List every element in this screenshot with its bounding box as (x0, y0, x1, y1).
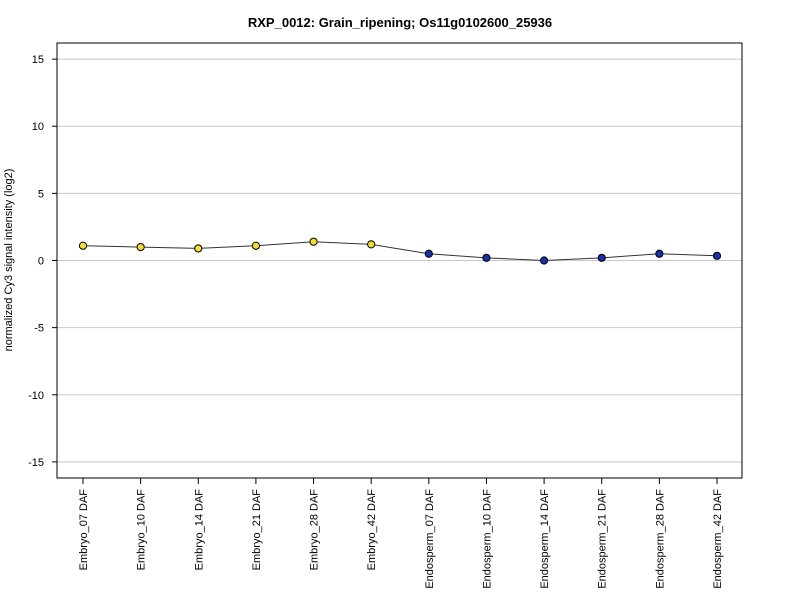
x-tick-label: Embryo_28 DAF (309, 489, 321, 571)
x-tick-label: Embryo_14 DAF (193, 489, 205, 571)
x-tick-label: Embryo_07 DAF (78, 489, 90, 571)
y-axis-label: normalized Cy3 signal intensity (log2) (3, 169, 15, 352)
data-point (251, 241, 261, 250)
data-point (424, 249, 433, 258)
data-point (78, 241, 88, 250)
x-tick-label: Endosperm_28 DAF (654, 489, 666, 589)
data-point (367, 240, 376, 249)
data-point (539, 256, 549, 265)
y-tick-label: -5 (34, 323, 44, 335)
data-point (194, 244, 203, 253)
data-point (597, 253, 606, 262)
y-tick-label: 0 (38, 256, 44, 268)
y-tick-label: 10 (32, 121, 44, 133)
data-point (309, 237, 318, 246)
plot-frame (56, 42, 743, 479)
chart-title: RXP_0012: Grain_ripening; Os11g0102600_2… (248, 15, 552, 30)
line-layer (82, 241, 718, 262)
x-tick-label: Endosperm_42 DAF (712, 489, 724, 589)
x-tick-label: Endosperm_21 DAF (597, 489, 609, 589)
data-point (655, 249, 664, 258)
x-axis: Embryo_07 DAF Embryo_10 DAF Embryo_14 DAF E… (78, 478, 724, 589)
x-tick-label: Embryo_21 DAF (251, 489, 263, 571)
x-tick-label: Embryo_10 DAF (136, 489, 148, 571)
point-layer (78, 237, 722, 265)
grid-layer (57, 58, 742, 463)
y-tick-label: 5 (38, 188, 44, 200)
data-point (482, 253, 491, 262)
series-line (82, 241, 718, 262)
y-tick-label: -10 (28, 390, 44, 402)
y-tick-label: -15 (28, 457, 44, 469)
x-tick-label: Embryo_42 DAF (366, 489, 378, 571)
data-point (712, 251, 722, 260)
x-tick-label: Endosperm_10 DAF (481, 489, 493, 589)
x-tick-label: Endosperm_07 DAF (424, 489, 436, 589)
y-axis: -15 -10 -5 0 5 10 15 (28, 54, 57, 469)
y-tick-label: 15 (32, 54, 44, 66)
x-tick-label: Endosperm_14 DAF (539, 489, 551, 589)
data-point (136, 242, 145, 252)
